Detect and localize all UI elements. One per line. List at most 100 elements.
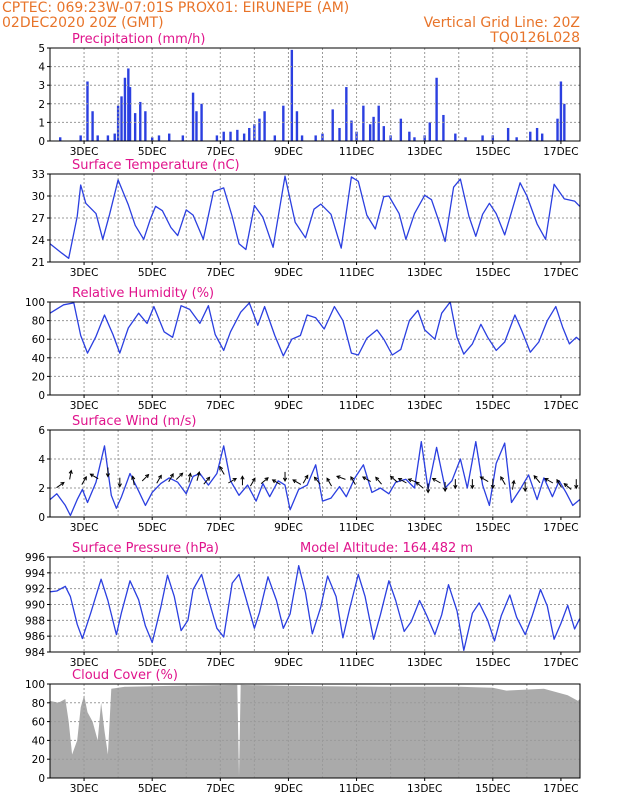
temperature-xtick-label: 7DEC: [206, 267, 235, 279]
wind-wind-arrow-head: [500, 475, 505, 481]
precipitation-bar: [428, 122, 431, 141]
precipitation-bar: [314, 135, 317, 141]
precipitation-bar: [331, 109, 334, 141]
pressure-grid: [50, 557, 580, 652]
humidity-ytick-label: 100: [25, 297, 45, 309]
precipitation-bar: [248, 127, 251, 141]
pressure-ytick-label: 988: [25, 615, 45, 627]
cloud-xtick-label: 11DEC: [339, 783, 374, 795]
wind-wind-arrow-head: [240, 475, 245, 480]
precipitation-bar: [123, 77, 127, 141]
wind-frame: [49, 429, 581, 518]
wind-wind-arrow-head: [68, 469, 73, 474]
wind-wind-arrow-head: [563, 482, 568, 488]
wind-wind-arrow: [240, 475, 245, 486]
precipitation-bar: [408, 131, 411, 141]
precipitation-bar: [300, 135, 304, 141]
precipitation-panel: Precipitation (mm/h) 0 1 2 3 4 5 3DEC 5DEC 7DEC 9D…: [38, 32, 581, 158]
wind-wind-arrow-shaft: [336, 475, 346, 480]
temperature-ytick-label: 27: [32, 213, 45, 225]
humidity-grid: [50, 302, 580, 395]
wind-wind-arrow-head: [232, 477, 238, 482]
pressure-title: Surface Pressure (hPa): [72, 541, 219, 556]
wind-wind-arrow-shaft: [556, 479, 562, 488]
wind-wind-arrow-shaft: [141, 474, 149, 482]
wind-wind-arrow-head: [282, 477, 288, 482]
pressure-xtick-label: 13DEC: [407, 657, 442, 669]
precipitation-bar: [413, 137, 416, 141]
wind-wind-arrow: [415, 481, 424, 489]
humidity-xtick-label: 7DEC: [206, 400, 235, 412]
temperature-xtick-label: 5DEC: [138, 267, 167, 279]
humidity-xtick-label: 9DEC: [274, 400, 303, 412]
precipitation-bar: [295, 111, 299, 141]
wind-wind-arrow: [361, 476, 371, 482]
wind-wind-arrow-shaft: [563, 483, 572, 490]
humidity-xtick-label: 11DEC: [339, 400, 374, 412]
precipitation-bar: [529, 131, 532, 141]
temperature-ytick-label: 24: [32, 235, 46, 247]
precipitation-bar: [540, 133, 544, 141]
humidity-xtick-label: 17DEC: [543, 400, 578, 412]
precipitation-bar: [157, 135, 161, 141]
precipitation-ytick-label: 4: [38, 62, 45, 74]
wind-wind-arrow-shaft: [480, 476, 489, 482]
wind-wind-arrow: [326, 477, 332, 487]
wind-wind-arrow: [56, 481, 65, 489]
precipitation-bar: [506, 127, 510, 141]
wind-wind-arrow-shaft: [219, 466, 225, 475]
precipitation-bar: [515, 137, 518, 141]
humidity-ytick-label: 80: [32, 316, 45, 328]
wind-wind-arrow-head: [169, 473, 174, 478]
wind-wind-arrow-head: [117, 483, 122, 488]
precipitation-bar: [120, 96, 123, 141]
wind-wind-arrow: [500, 475, 506, 485]
wind-wind-arrow: [313, 476, 321, 485]
wind-wind-arrow: [389, 475, 398, 483]
precipitation-xtick-label: 15DEC: [475, 146, 510, 158]
precipitation-bar: [350, 120, 353, 141]
precipitation-xtick-label: 7DEC: [206, 146, 235, 158]
precipitation-ytick-label: 3: [38, 80, 45, 92]
wind-wind-arrow-head: [556, 478, 561, 484]
wind-wind-arrow-shaft: [500, 476, 506, 485]
precipitation-xtick-label: 17DEC: [543, 146, 578, 158]
precipitation-bar: [242, 133, 246, 141]
wind-wind-arrow: [470, 479, 475, 490]
wind-wind-arrow-head: [304, 474, 309, 479]
wind-ytick-label: 2: [38, 483, 45, 495]
wind-wind-arrow-shaft: [362, 476, 371, 482]
wind-wind-arrow-head: [145, 473, 150, 479]
cloud-xtick-label: 15DEC: [475, 783, 510, 795]
pressure-xtick-label: 5DEC: [138, 657, 167, 669]
wind-wind-arrow-shaft: [314, 476, 321, 485]
wind-wind-arrow: [375, 476, 382, 485]
temperature-xtick-label: 17DEC: [543, 267, 578, 279]
humidity-ytick-label: 20: [32, 371, 45, 383]
pressure-panel: Surface Pressure (hPa) Model Altitude: 16…: [25, 541, 581, 669]
precipitation-bar: [273, 135, 277, 141]
pressure-xtick-label: 17DEC: [543, 657, 578, 669]
precipitation-bar: [195, 111, 198, 141]
wind-wind-arrow: [511, 479, 516, 490]
cloud-xtick-label: 17DEC: [543, 783, 578, 795]
precipitation-ytick-label: 5: [38, 43, 45, 55]
wind-wind-arrow-head: [105, 473, 111, 478]
wind-wind-arrow-head: [470, 484, 475, 490]
precipitation-bar: [113, 133, 116, 141]
precipitation-bar: [91, 111, 94, 141]
cloud-frame: [49, 683, 581, 779]
precipitation-bar: [236, 129, 239, 141]
precipitation-bar: [139, 101, 142, 141]
wind-wind-arrow-shaft: [132, 476, 135, 486]
precipitation-bar: [377, 105, 380, 141]
precipitation-xtick-label: 9DEC: [274, 146, 303, 158]
temperature-panel: Surface Temperature (nC) 21 24 27 30 33 3DEC 5D…: [32, 158, 581, 279]
humidity-ytick-label: 60: [32, 334, 45, 346]
wind-wind-arrow-head: [431, 477, 437, 482]
precipitation-title: Precipitation (mm/h): [72, 32, 205, 47]
temperature-xtick-label: 11DEC: [339, 267, 374, 279]
temperature-title: Surface Temperature (nC): [72, 158, 240, 173]
wind-wind-arrow: [292, 479, 302, 485]
wind-wind-arrow-head: [574, 484, 579, 490]
